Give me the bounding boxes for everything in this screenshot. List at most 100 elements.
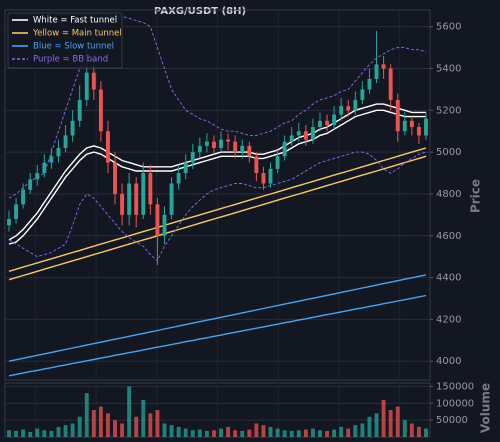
candle-body <box>240 145 245 153</box>
volume-bar <box>254 423 259 437</box>
volume-bar <box>240 430 245 437</box>
volume-bar <box>409 423 414 437</box>
candle-body <box>197 145 202 153</box>
y-tick-label: 5400 <box>436 64 461 75</box>
band-upper <box>8 274 427 362</box>
volume-bar <box>77 416 82 437</box>
volume-bar <box>14 430 19 437</box>
candle-body <box>56 147 61 157</box>
volume-bar <box>282 430 287 437</box>
volume-bar <box>21 429 26 437</box>
chart-title: PAXG/USDT (8H) <box>154 6 246 17</box>
volume-bar <box>28 431 33 437</box>
candle-body <box>303 131 308 140</box>
volume-bar <box>106 413 110 437</box>
candle-body <box>70 120 75 136</box>
candle-body <box>155 204 160 236</box>
volume-bar <box>416 426 421 437</box>
y-tick-label: 4600 <box>436 231 461 242</box>
volume-bar <box>374 413 379 437</box>
candle-body <box>28 179 33 190</box>
volume-bar <box>233 430 238 437</box>
candle-body <box>346 106 351 111</box>
candle-body <box>424 118 428 136</box>
candle-body <box>120 193 125 215</box>
candle-body <box>282 141 287 157</box>
volume-bar <box>261 425 266 437</box>
volume-bar <box>35 428 40 437</box>
candle-body <box>106 131 110 163</box>
candle-body <box>381 64 386 69</box>
y-tick-label: 5000 <box>436 147 461 158</box>
candle-body <box>98 89 103 132</box>
candle-body <box>254 156 259 174</box>
candle-body <box>63 135 68 148</box>
candle-body <box>49 156 54 163</box>
y-tick-label: 150000 <box>436 381 474 392</box>
y-tick-label: 5200 <box>436 105 461 116</box>
y-tick-label: 4000 <box>436 356 461 367</box>
candle-body <box>275 156 280 169</box>
volume-bar <box>113 420 117 437</box>
candle-body <box>21 189 26 205</box>
candle-body <box>42 162 47 174</box>
candle-body <box>268 168 273 184</box>
y-tick-label: 4800 <box>436 189 461 200</box>
candle-body <box>84 72 89 100</box>
volume-bar <box>226 426 231 437</box>
volume-bar <box>360 423 365 437</box>
candle-body <box>289 135 294 142</box>
candle-body <box>169 183 174 215</box>
volume-bar <box>98 406 103 437</box>
candle-body <box>91 72 96 90</box>
candle-body <box>247 145 252 157</box>
volume-bar <box>49 430 54 437</box>
volume-bar <box>155 410 160 437</box>
candle-body <box>261 173 266 184</box>
band-lower <box>8 151 427 262</box>
volume-bar <box>289 430 294 437</box>
volume-bar <box>219 428 223 437</box>
candle-body <box>233 141 238 153</box>
volume-bar <box>339 426 344 437</box>
candle-body <box>204 141 209 146</box>
volume-bar <box>325 430 329 437</box>
volume-bar <box>268 426 273 437</box>
volume-bar <box>197 429 202 437</box>
band-upper <box>8 15 427 199</box>
volume-bar <box>275 428 280 437</box>
candle-body <box>374 64 379 79</box>
candle-body <box>35 173 40 180</box>
volume-bar <box>353 425 358 437</box>
volume-bar <box>388 410 393 437</box>
y-tick-label: 4400 <box>436 273 461 284</box>
y-tick-label: 4200 <box>436 314 461 325</box>
volume-bar <box>212 430 216 437</box>
candle-body <box>360 89 365 100</box>
volume-bar <box>91 410 96 437</box>
legend-label: Purple = BB band <box>33 55 108 65</box>
candle-body <box>310 127 315 140</box>
volume-bar <box>346 428 351 437</box>
volume-bar <box>56 426 61 437</box>
volume-axis-label: Volume <box>479 383 493 433</box>
volume-bar <box>169 425 174 437</box>
candle-body <box>409 120 414 128</box>
legend: White = Fast tunnel Yellow = Main tunnel B… <box>7 12 123 69</box>
y-axis-label: Price <box>469 179 483 213</box>
volume-bar <box>402 420 407 437</box>
candle-body <box>134 183 139 215</box>
candle-body <box>190 152 195 163</box>
volume-bar <box>42 430 47 437</box>
volume-bar <box>141 399 146 437</box>
volume-bar <box>183 428 188 437</box>
volume-bar <box>424 428 428 437</box>
candle-body <box>183 162 188 174</box>
y-tick-label: 50000 <box>436 415 468 426</box>
volume-bar <box>332 429 337 437</box>
volume-bar <box>296 430 301 437</box>
candle-body <box>395 99 400 132</box>
volume-bar <box>127 386 132 437</box>
